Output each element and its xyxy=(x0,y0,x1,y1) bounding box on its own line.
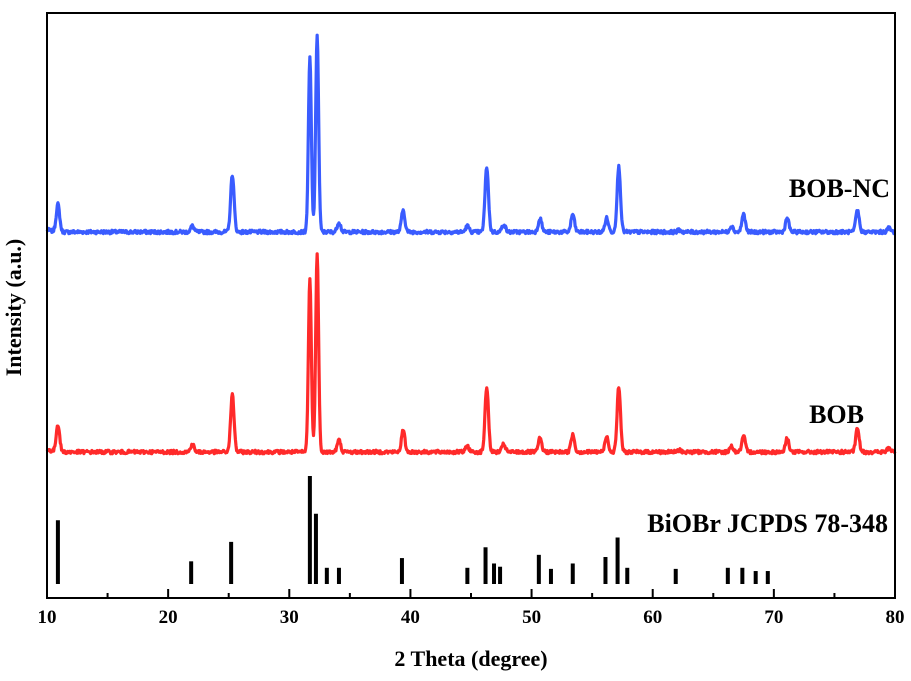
x-tick-label: 70 xyxy=(764,607,783,628)
x-tick-label: 10 xyxy=(38,607,57,628)
series-label-bob: BOB xyxy=(809,400,864,429)
series-label-bob-nc: BOB-NC xyxy=(789,174,890,203)
series-label-reference: BiOBr JCPDS 78-348 xyxy=(647,509,888,538)
x-tick-label: 80 xyxy=(886,607,905,628)
x-tick-label: 40 xyxy=(401,607,420,628)
plot-content xyxy=(45,33,897,584)
series-line-bob-nc xyxy=(45,33,897,236)
x-tick-label: 50 xyxy=(522,607,541,628)
x-tick-label: 20 xyxy=(159,607,178,628)
y-axis-title: Intensity (a.u.) xyxy=(1,239,26,377)
x-axis-tick-labels: 10 20 30 40 50 60 70 80 xyxy=(38,607,905,628)
x-tick-label: 30 xyxy=(280,607,299,628)
series-line-bob xyxy=(45,252,897,456)
x-tick-label: 60 xyxy=(643,607,662,628)
x-axis-ticks xyxy=(46,589,896,598)
x-axis-title: 2 Theta (degree) xyxy=(394,646,547,671)
